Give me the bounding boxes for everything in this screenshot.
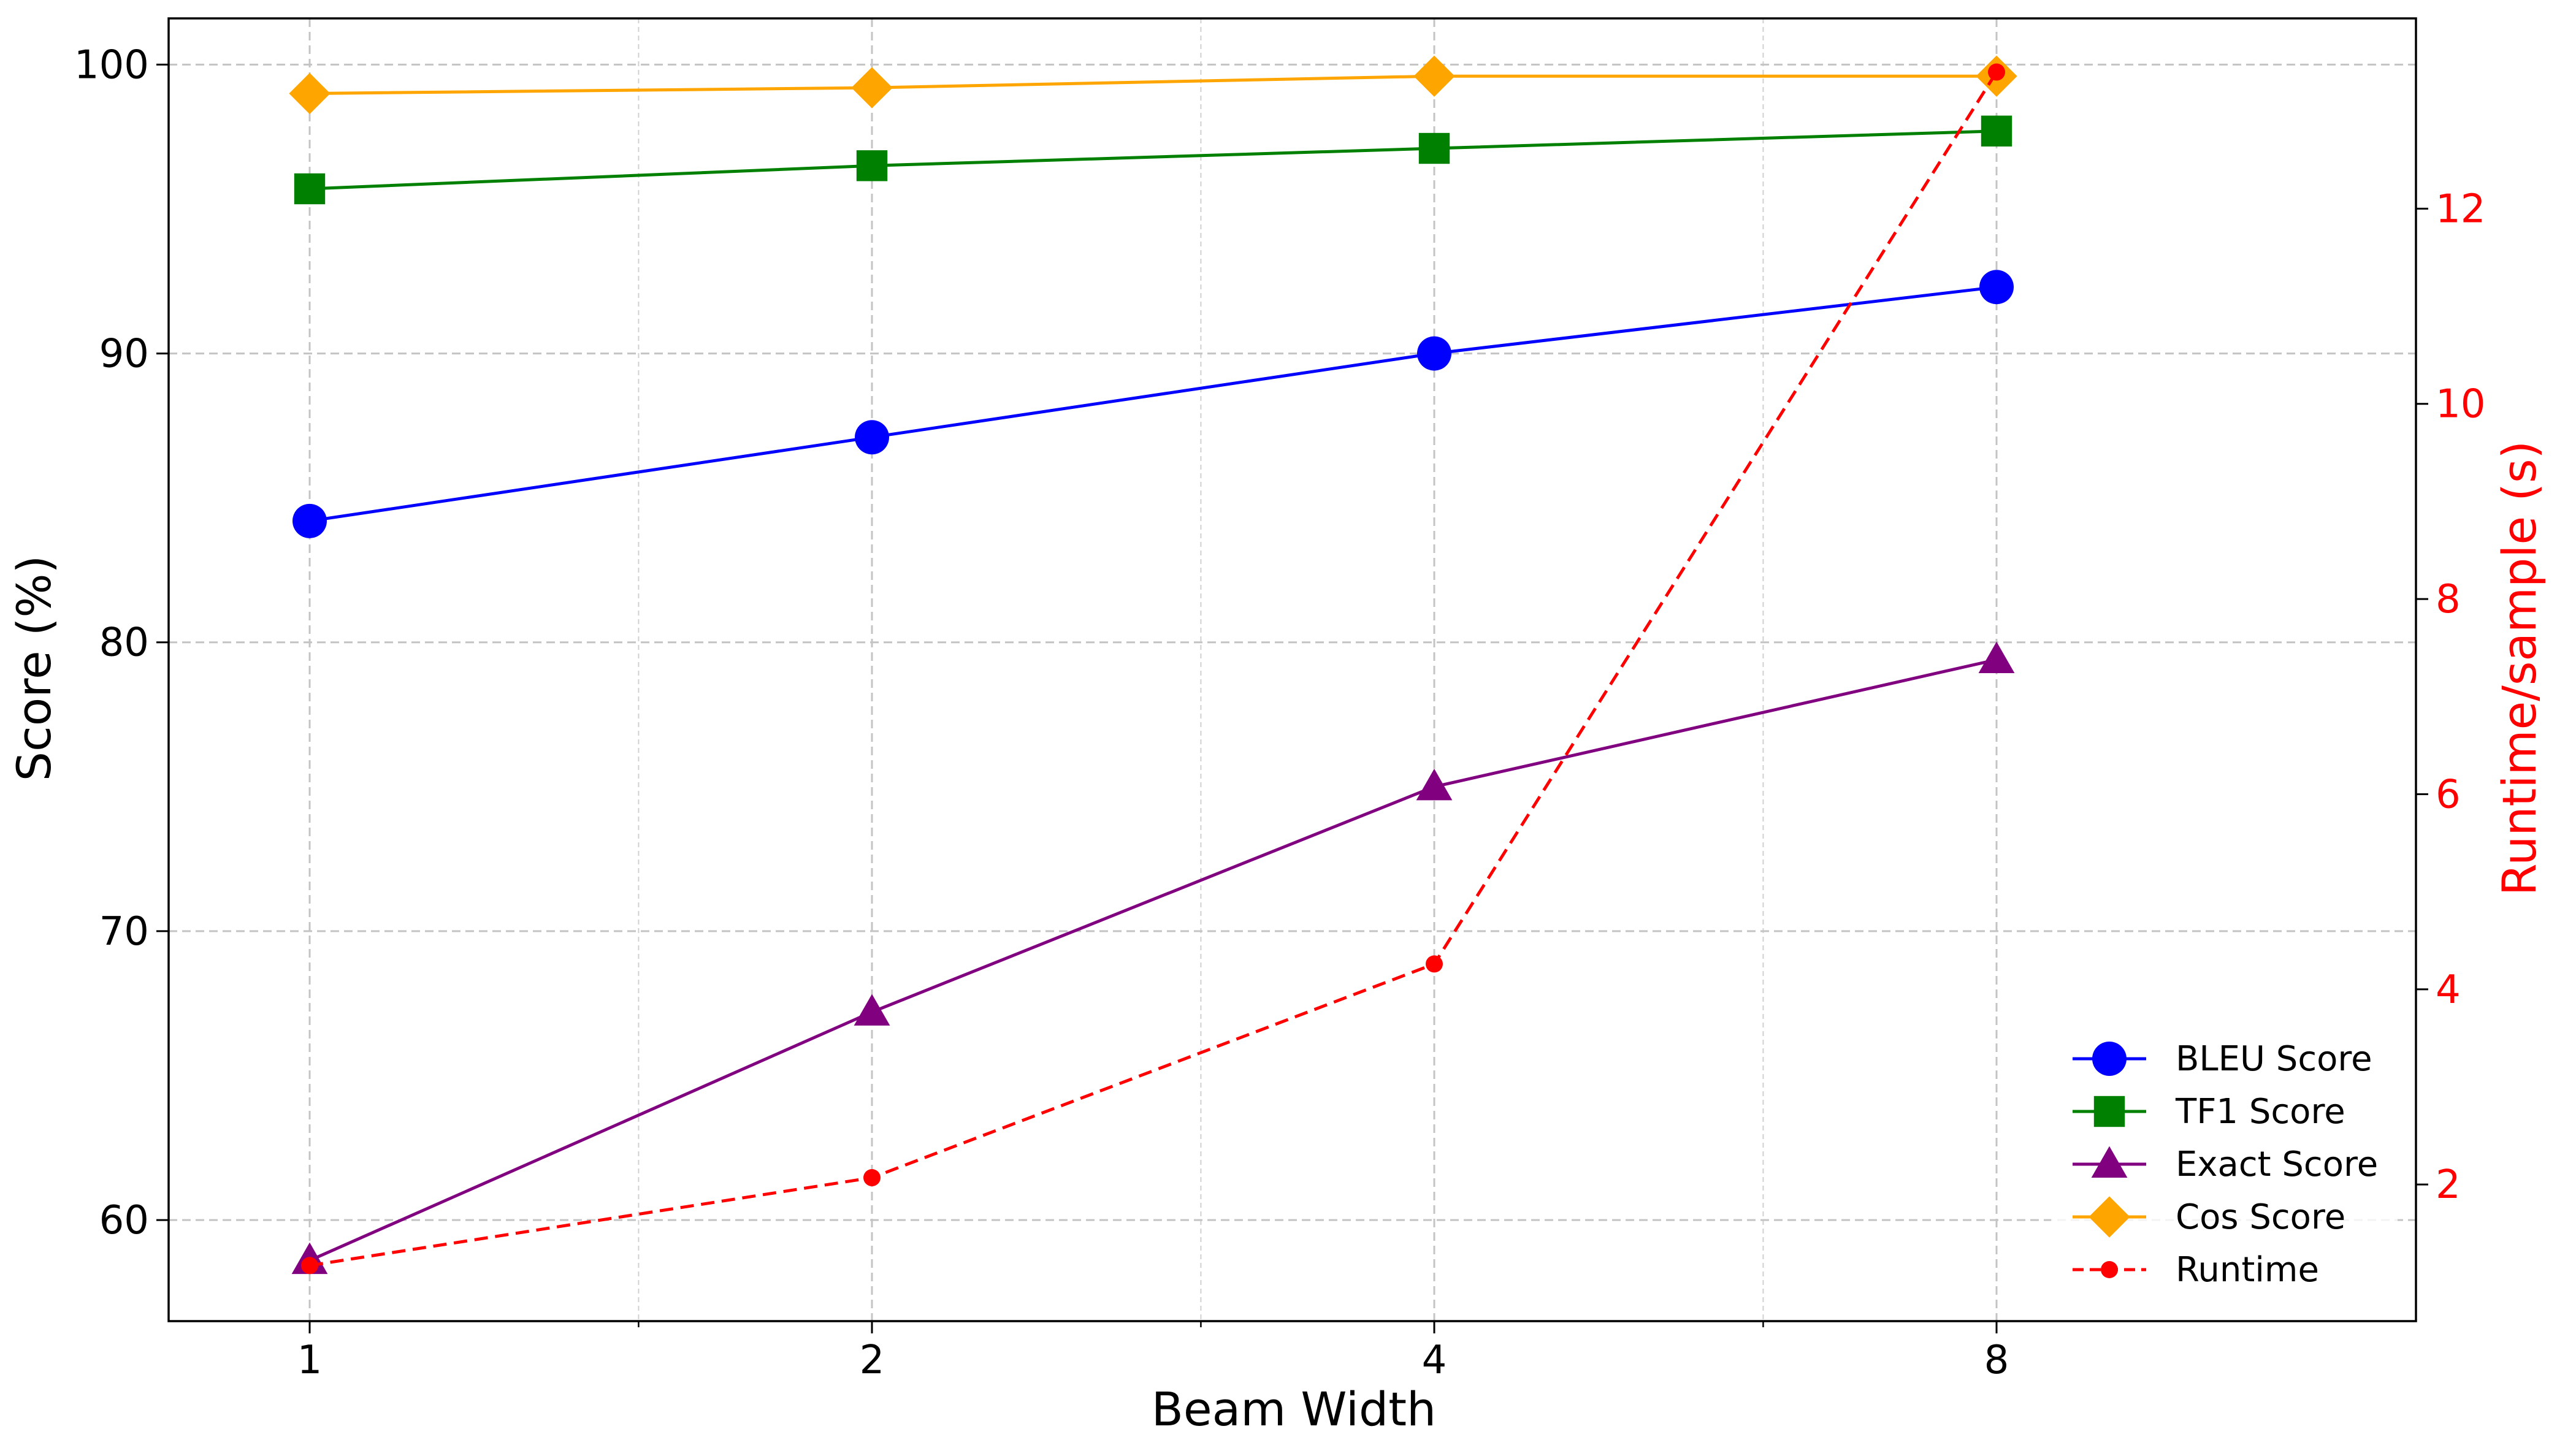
legend-label: Exact Score bbox=[2176, 1145, 2378, 1184]
legend-item: BLEU Score bbox=[2073, 1039, 2372, 1079]
legend-marker bbox=[2101, 1261, 2118, 1278]
y-axis-label: Score (%) bbox=[7, 555, 61, 782]
y2-tick-label: 12 bbox=[2436, 186, 2485, 232]
y2-tick-label: 8 bbox=[2436, 577, 2461, 622]
series-line bbox=[309, 285, 1997, 523]
series-layer bbox=[289, 55, 2017, 1275]
data-point bbox=[294, 173, 326, 205]
data-point bbox=[1416, 768, 1453, 801]
series-bleu-score bbox=[292, 270, 2014, 538]
legend: BLEU Score TF1 Score Exact Score Cos Score R… bbox=[2051, 1021, 2398, 1309]
y-tick-label: 80 bbox=[99, 620, 149, 666]
y2-tick-label: 2 bbox=[2436, 1162, 2461, 1208]
series-line bbox=[309, 71, 1998, 1267]
data-point bbox=[1981, 115, 2012, 147]
y-tick-label: 90 bbox=[99, 332, 149, 377]
legend-label: BLEU Score bbox=[2176, 1039, 2372, 1079]
frame-layer bbox=[167, 17, 2417, 1322]
data-point bbox=[1418, 132, 1450, 164]
series-exact-score bbox=[291, 641, 2015, 1275]
y2-axis-label: Runtime/sample (s) bbox=[2492, 441, 2547, 896]
data-point bbox=[292, 503, 327, 538]
series-line bbox=[309, 74, 1997, 96]
legend-item: Cos Score bbox=[2073, 1196, 2345, 1238]
legend-marker bbox=[2089, 1196, 2130, 1238]
data-point bbox=[301, 1257, 318, 1275]
legend-label: Runtime bbox=[2176, 1250, 2319, 1290]
y-tick-label: 60 bbox=[99, 1198, 149, 1243]
x-axis-label: Beam Width bbox=[1152, 1382, 1436, 1436]
series-tf1-score bbox=[294, 115, 2012, 205]
data-point bbox=[1417, 336, 1451, 371]
x-tick-label: 1 bbox=[297, 1338, 323, 1383]
x-tick-label: 8 bbox=[1984, 1338, 2009, 1383]
legend-item: Exact Score bbox=[2073, 1145, 2378, 1184]
legend-marker bbox=[2092, 1042, 2127, 1076]
legend-item: TF1 Score bbox=[2073, 1092, 2345, 1132]
data-point bbox=[289, 72, 331, 115]
y2-tick-label: 6 bbox=[2436, 772, 2461, 817]
legend-item: Runtime bbox=[2073, 1250, 2319, 1290]
data-point bbox=[863, 1169, 881, 1187]
legend-items: BLEU Score TF1 Score Exact Score Cos Score R… bbox=[2073, 1039, 2378, 1290]
legend-marker bbox=[2091, 1146, 2128, 1178]
y-tick-label: 100 bbox=[74, 42, 149, 88]
legend-marker bbox=[2093, 1096, 2125, 1127]
y2-tick-label: 4 bbox=[2436, 967, 2461, 1013]
data-point bbox=[851, 67, 893, 109]
data-point bbox=[1978, 641, 2015, 674]
data-point bbox=[854, 994, 890, 1026]
data-point bbox=[856, 150, 888, 181]
x-tick-label: 4 bbox=[1422, 1338, 1447, 1383]
series-line bbox=[309, 129, 1997, 191]
legend-box bbox=[2051, 1021, 2398, 1309]
y-tick-label: 70 bbox=[99, 909, 149, 955]
legend-label: Cos Score bbox=[2176, 1197, 2345, 1237]
data-point bbox=[1413, 55, 1455, 97]
data-point bbox=[1988, 63, 2005, 81]
x-tick-label: 2 bbox=[860, 1338, 885, 1383]
y2-tick-label: 10 bbox=[2436, 382, 2485, 427]
plot-frame bbox=[167, 17, 2417, 1322]
data-point bbox=[855, 420, 889, 455]
series-line bbox=[308, 658, 1997, 1262]
data-point bbox=[1979, 270, 2014, 305]
data-point bbox=[1426, 955, 1443, 973]
legend-label: TF1 Score bbox=[2175, 1092, 2345, 1132]
series-runtime bbox=[301, 63, 2005, 1275]
